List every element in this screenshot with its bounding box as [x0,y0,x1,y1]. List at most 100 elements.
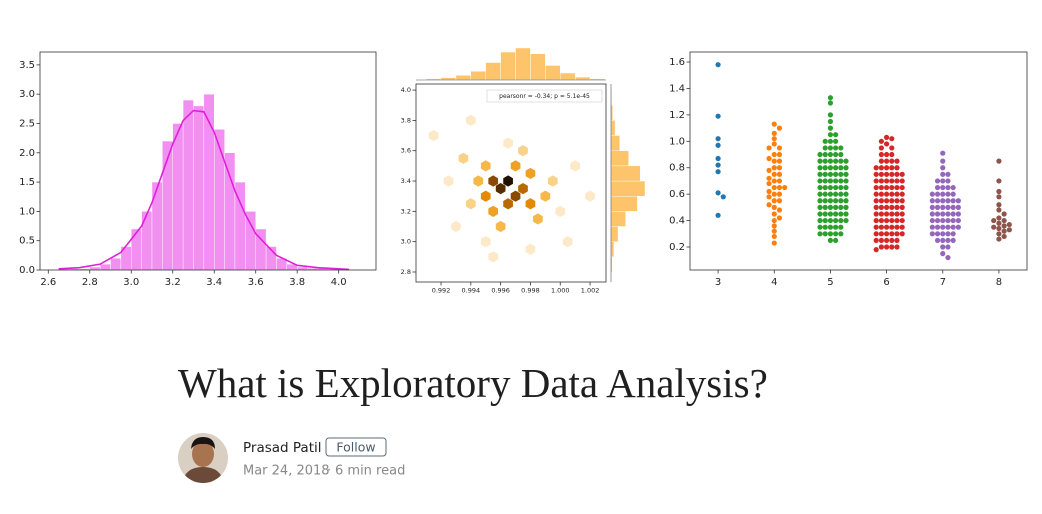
swarm-point [894,191,900,197]
swarm-point [878,145,884,151]
swarm-point [940,191,946,197]
y-tick-label: 3.5 [19,60,35,71]
swarm-point [827,231,834,237]
swarm-point [833,158,839,164]
swarm-point [889,198,895,204]
swarm-point [817,165,823,171]
swarm-point [822,204,828,210]
swarm-point [822,198,828,204]
y-tick-label: 4.0 [401,86,411,94]
swarm-point [833,198,839,204]
swarm-point [843,198,849,204]
swarm-point [873,237,879,244]
swarm-point [940,217,946,224]
kde-line [58,109,350,271]
swarm-point [827,165,834,171]
swarm-point [996,202,1002,208]
swarm-point [878,184,884,191]
histogram-bar [131,228,142,271]
swarm-point [945,198,951,204]
swarm-point [934,198,941,204]
follow-label[interactable]: Follow [336,440,375,455]
swarm-point [776,198,783,204]
swarm-point [945,231,951,237]
x-tick-label: 2.6 [40,277,56,288]
swarm-point [894,158,900,164]
swarm-point [940,171,946,177]
swarm-point [827,217,834,224]
swarm-point [883,231,890,237]
swarm-point [996,220,1002,226]
y-tick-label: 1.4 [669,83,685,94]
swarm-point [878,138,884,144]
swarm-point [889,165,895,171]
article-title: What is Exploratory Data Analysis? [178,360,768,406]
swarm-point [827,191,834,197]
y-tick-label: 2.0 [19,148,35,159]
swarm-point [883,158,890,164]
author-avatar[interactable] [178,433,228,485]
swarm-point [894,171,900,177]
y-tick-label: 0.2 [669,242,685,253]
swarm-point [766,194,772,200]
swarm-point [883,134,890,140]
swarm-point [715,155,721,162]
separator: · [327,464,331,479]
swarm-point [782,184,788,191]
hex-cell [518,183,528,195]
swarm-point [940,178,946,184]
swarm-point [950,204,956,210]
swarm-point [771,141,777,147]
x-tick-label: 8 [996,277,1002,288]
swarm-point [817,178,823,184]
x-marginal-bar [560,72,576,81]
swarm-point [889,244,895,250]
histogram-bar [172,123,184,271]
x-marginal-bar [500,51,516,81]
axes-frame [689,51,1028,271]
swarm-point [883,244,890,250]
swarm-point [894,244,900,250]
author-name[interactable]: Prasad Patil [243,440,322,456]
x-tick-label: 3.2 [165,277,181,288]
swarm-point [940,211,946,217]
swarm-point [945,211,951,217]
swarm-point [843,191,849,197]
histogram-bar [193,105,205,271]
annotation-box [486,89,603,103]
swarm-point [838,231,844,237]
y-tick-label: 3.0 [19,89,35,100]
y-tick-label: 0.4 [669,216,685,227]
follow-button[interactable] [325,437,387,457]
swarm-point [940,184,946,191]
swarm-point [889,184,895,191]
swarm-point [940,244,946,250]
swarm-point [822,224,828,230]
swarm-point [771,240,777,246]
swarm-point [817,204,823,210]
swarm-point [827,158,834,164]
y-tick-label: 3.4 [401,177,411,185]
hex-cell [480,160,491,172]
swarm-point [838,217,844,224]
y-tick-label: 3.2 [401,207,411,215]
swarm-point [889,217,895,224]
x-tick-label: 0.994 [462,287,481,295]
swarm-point [899,191,905,197]
swarm-point [945,184,951,191]
hex-cell [525,167,536,180]
swarm-point [955,217,961,224]
x-tick-label: 4.0 [331,277,347,288]
swarm-point [934,224,941,230]
swarm-point [833,191,839,197]
hex-cell [503,137,513,149]
swarm-point [945,204,951,210]
swarm-point [771,204,777,210]
swarm-point [1001,228,1007,234]
histogram-bar [141,211,153,271]
axes-frame [39,51,377,271]
swarm-point [878,171,884,177]
swarm-point [889,136,895,142]
swarm-point [776,165,783,171]
